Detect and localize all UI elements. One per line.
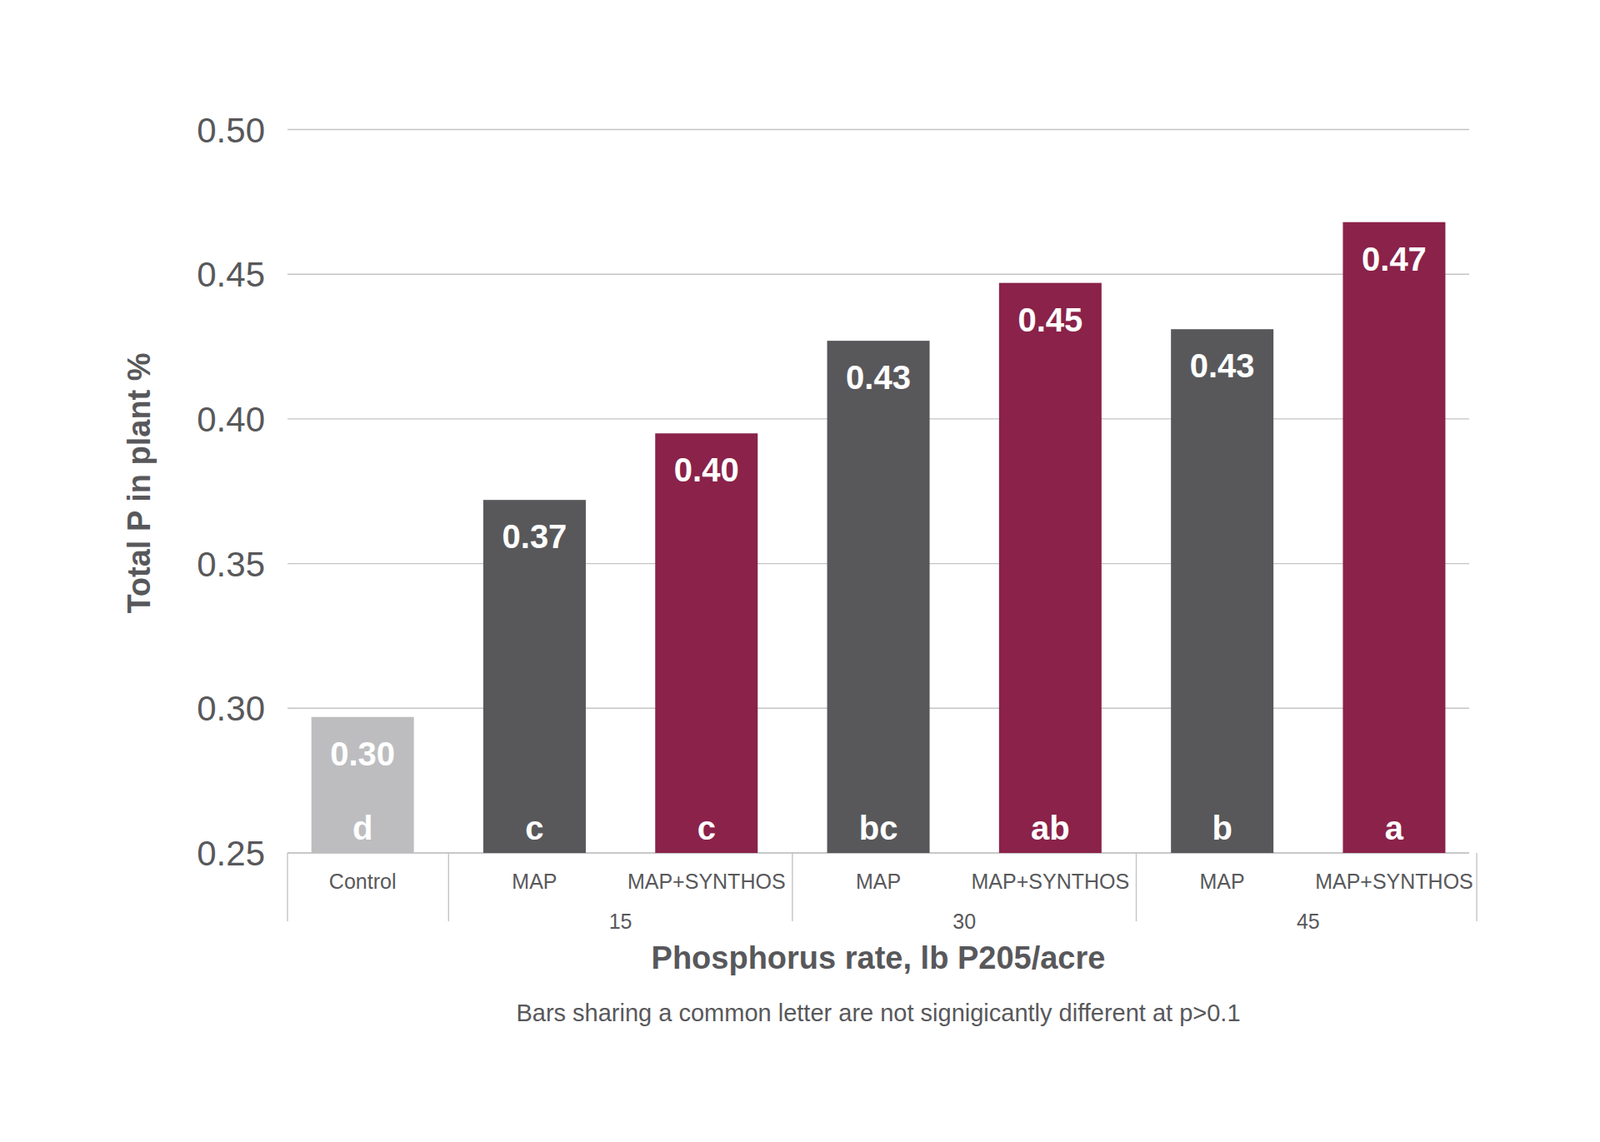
bar [311,717,415,854]
footnote: Bars sharing a common letter are not sig… [515,1000,1240,1027]
group-separator [1135,853,1137,922]
x-tick-label: MAP+SYNTHOS [1315,870,1474,894]
grid [287,130,1470,855]
significance-letter: c [697,810,716,847]
y-tick-label: 0.45 [196,255,265,295]
data-label: 0.30 [330,735,395,773]
x-tick-label: MAP [855,870,901,894]
x-tick-label: Control [329,870,397,894]
bar [655,433,758,854]
significance-letter: a [1385,810,1405,847]
significance-letter: b [1211,810,1232,847]
group-separator [448,853,450,922]
x-tick-label: MAP [1200,870,1245,894]
data-label: 0.37 [502,518,568,555]
bar [827,340,930,854]
significance-letter: c [525,810,544,847]
group-label: 15 [609,910,633,934]
significance-letter: bc [859,810,899,847]
bar [1170,329,1274,854]
grid-line [287,129,1470,130]
y-tick-label: 0.25 [196,834,265,874]
y-tick-label: 0.30 [196,689,265,729]
x-tick-label: MAP [511,870,557,894]
y-tick-label: 0.35 [196,545,265,585]
y-tick-label: 0.40 [196,400,265,440]
grid-line [287,274,1470,275]
bar [999,283,1102,854]
group-separator [1475,853,1477,922]
bars [311,222,1446,854]
bar [483,500,586,854]
bar [1342,222,1445,854]
group-label: 30 [952,910,976,934]
chart: 0.25 0.30 0.35 0.40 0.45 0.50 0.30 d 0.37 c 0.40 c 0… [0,0,1600,1142]
data-label: 0.45 [1017,301,1083,339]
group-separator [286,853,288,922]
significance-letter: d [352,810,373,847]
group-label: 45 [1296,910,1320,934]
y-tick-label: 0.50 [196,110,265,150]
x-tick-label: MAP+SYNTHOS [627,870,786,894]
x-tick-label: MAP+SYNTHOS [971,870,1130,894]
data-label: 0.43 [1190,347,1255,385]
significance-letter: ab [1030,810,1070,847]
x-axis-title: Phosphorus rate, lb P205/acre [651,940,1106,976]
group-separator [791,853,793,922]
data-label: 0.43 [845,359,911,396]
y-axis-title: Total P in plant % [121,352,157,614]
data-label: 0.47 [1361,240,1427,278]
data-label: 0.40 [674,451,740,489]
